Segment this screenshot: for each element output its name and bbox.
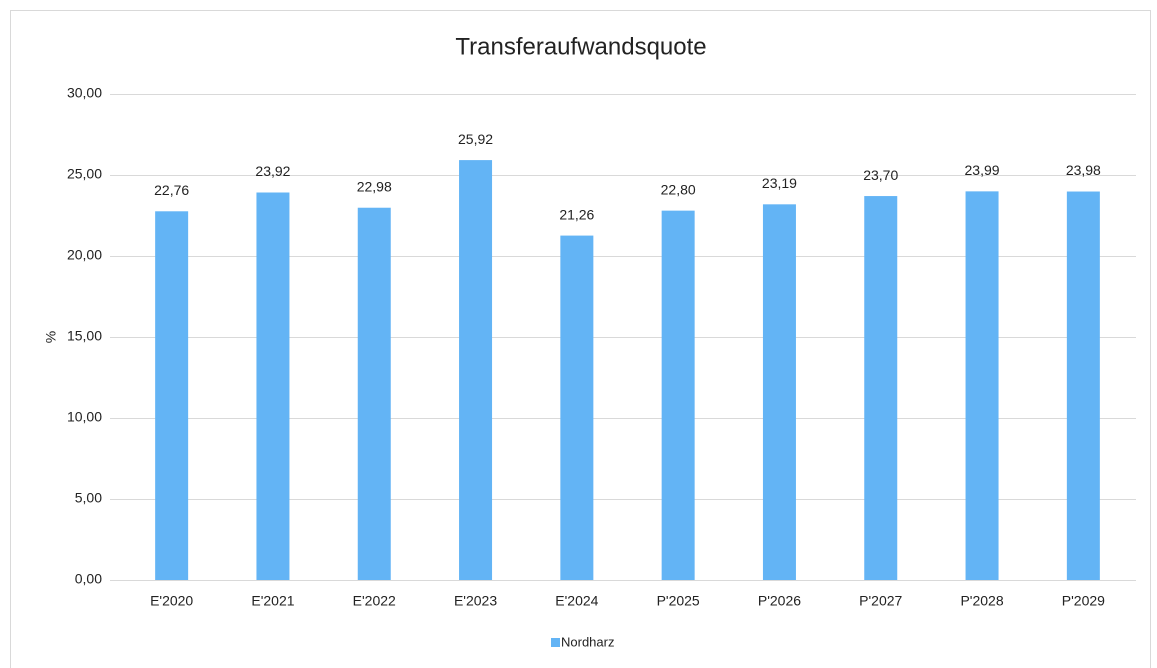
- x-tick-label: P'2028: [960, 593, 1003, 609]
- bar: [965, 191, 999, 580]
- data-label: 23,99: [965, 162, 1000, 178]
- y-tick-label: 15,00: [67, 328, 102, 344]
- bar: [459, 160, 493, 580]
- x-tick-label: P'2025: [657, 593, 700, 609]
- bar: [256, 192, 290, 580]
- x-tick-label: P'2029: [1062, 593, 1105, 609]
- y-tick-label: 0,00: [75, 571, 102, 587]
- bar: [155, 211, 189, 580]
- x-tick-label: E'2024: [555, 593, 598, 609]
- data-label: 22,80: [661, 181, 696, 197]
- data-label: 22,98: [357, 178, 392, 194]
- data-label: 23,98: [1066, 162, 1101, 178]
- legend-swatch: [551, 638, 560, 647]
- y-axis-label: %: [43, 331, 59, 343]
- bar: [560, 235, 594, 580]
- data-label: 23,70: [863, 167, 898, 183]
- x-tick-label: E'2021: [251, 593, 294, 609]
- y-tick-label: 5,00: [75, 490, 102, 506]
- bar: [357, 207, 391, 580]
- legend-label: Nordharz: [561, 634, 614, 649]
- chart-title: Transferaufwandsquote: [455, 33, 706, 60]
- data-label: 23,19: [762, 175, 797, 191]
- y-tick-label: 20,00: [67, 247, 102, 263]
- x-tick-label: P'2026: [758, 593, 801, 609]
- x-tick-label: P'2027: [859, 593, 902, 609]
- bar: [864, 196, 898, 580]
- data-label: 22,76: [154, 182, 189, 198]
- x-tick-label: E'2022: [353, 593, 396, 609]
- bar: [661, 210, 695, 580]
- y-tick-label: 30,00: [67, 85, 102, 101]
- y-tick-label: 10,00: [67, 409, 102, 425]
- y-tick-label: 25,00: [67, 166, 102, 182]
- data-label: 25,92: [458, 131, 493, 147]
- x-tick-label: E'2020: [150, 593, 193, 609]
- bar: [1066, 191, 1100, 581]
- bar: [762, 204, 796, 580]
- data-label: 23,92: [255, 163, 290, 179]
- data-label: 21,26: [559, 206, 594, 222]
- x-tick-label: E'2023: [454, 593, 497, 609]
